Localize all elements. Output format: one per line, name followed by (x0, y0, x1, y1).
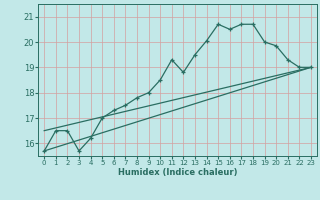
X-axis label: Humidex (Indice chaleur): Humidex (Indice chaleur) (118, 168, 237, 177)
